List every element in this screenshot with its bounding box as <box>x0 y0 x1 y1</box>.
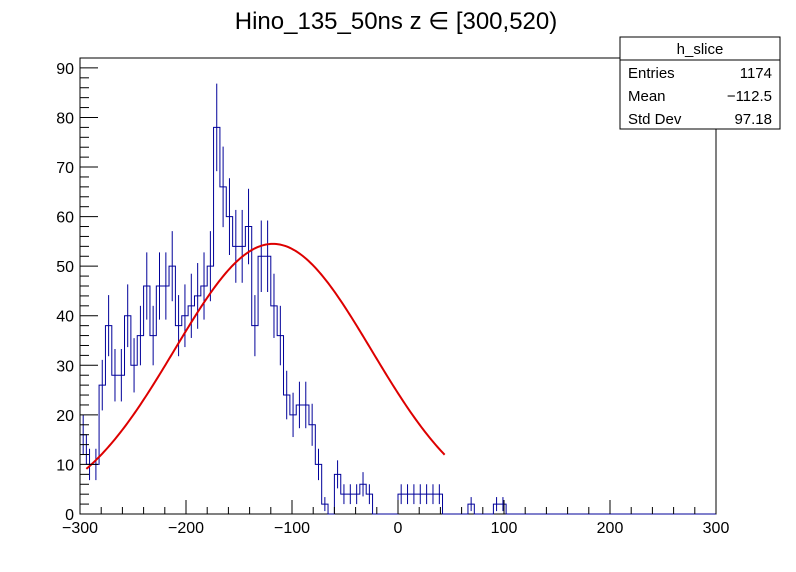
y-tick-label: 70 <box>56 160 74 177</box>
y-tick-label: 10 <box>56 457 74 474</box>
y-tick-label: 0 <box>65 507 74 524</box>
x-tick-label: 0 <box>394 520 403 537</box>
x-tick-label: −200 <box>168 520 204 537</box>
y-tick-label: 80 <box>56 110 74 127</box>
y-tick-label: 20 <box>56 408 74 425</box>
stats-entries-label: Entries <box>628 65 675 82</box>
stats-stddev-value: 97.18 <box>734 111 772 128</box>
gaussian-fit-curve <box>85 242 446 470</box>
stats-stddev-label: Std Dev <box>628 111 682 128</box>
y-tick-label: 40 <box>56 309 74 326</box>
y-tick-label: 50 <box>56 259 74 276</box>
stats-box-frame <box>619 36 781 130</box>
y-tick-label: 90 <box>56 61 74 78</box>
x-tick-label: −300 <box>62 520 98 537</box>
y-tick-label: 30 <box>56 358 74 375</box>
stats-mean-label: Mean <box>628 88 666 105</box>
x-tick-label: 100 <box>491 520 518 537</box>
x-tick-label: −100 <box>274 520 310 537</box>
x-tick-label: 300 <box>703 520 730 537</box>
y-tick-label: 60 <box>56 210 74 227</box>
stats-box: h_slice Entries 1174 Mean −112.5 Std Dev… <box>619 36 781 130</box>
x-tick-label: 200 <box>597 520 624 537</box>
histogram-outline <box>80 126 716 515</box>
stats-entries-value: 1174 <box>740 65 772 82</box>
chart-title: Hino_135_50ns z ∈ [300,520) <box>235 8 557 35</box>
stats-mean-value: −112.5 <box>727 88 772 105</box>
stats-box-name: h_slice <box>677 41 724 58</box>
